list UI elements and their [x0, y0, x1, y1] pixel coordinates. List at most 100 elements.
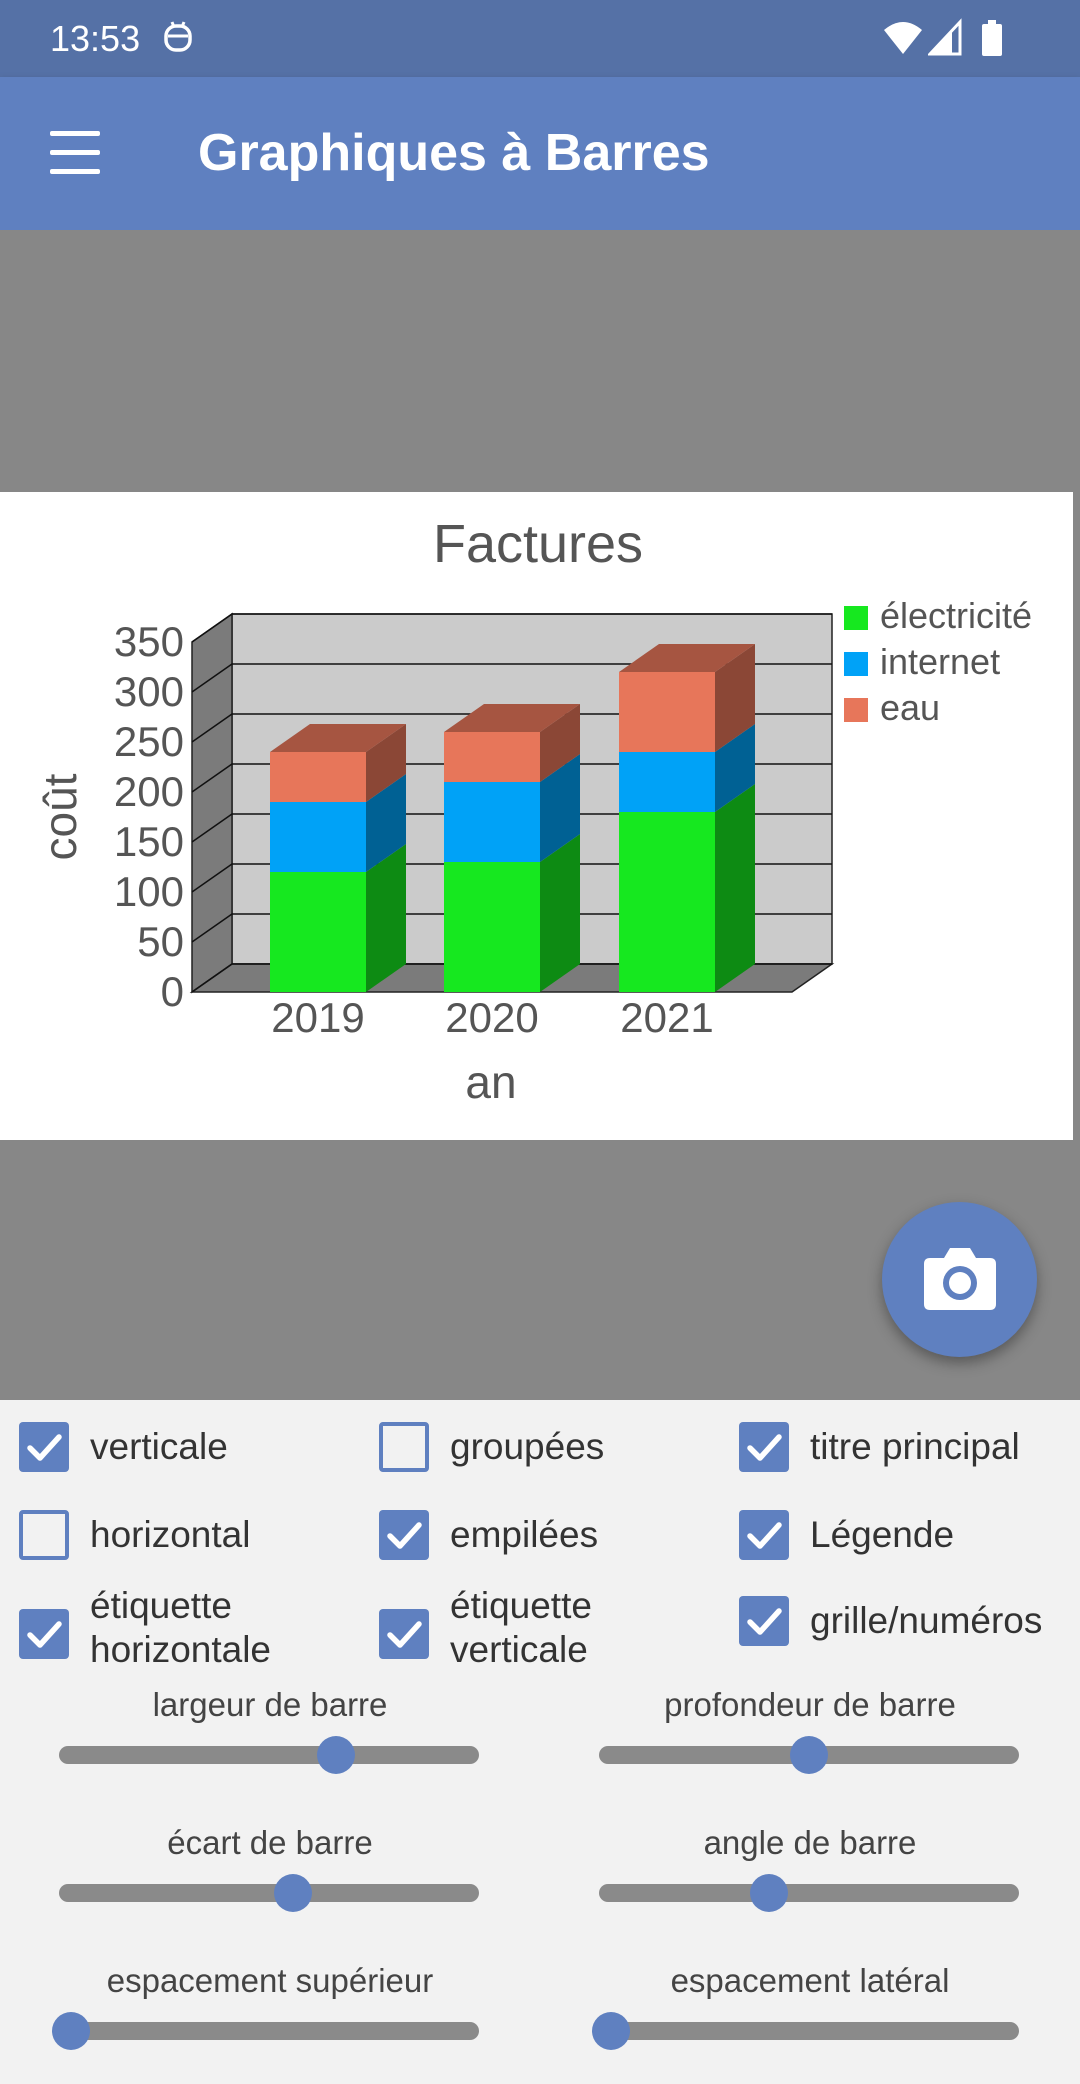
y-tick-label: 300: [114, 668, 184, 715]
checkbox-groupees[interactable]: groupées: [379, 1422, 699, 1478]
checkbox-etiquette-verticale-box[interactable]: [379, 1609, 429, 1659]
slider-thumb[interactable]: [592, 2012, 630, 2050]
slider-angle-label: angle de barre: [703, 1824, 917, 1861]
slider-largeur-label: largeur de barre: [152, 1686, 388, 1723]
checkbox-titre-principal-box[interactable]: [739, 1422, 789, 1472]
checkbox-verticale-box[interactable]: [19, 1422, 69, 1472]
checkbox-grille-numeros[interactable]: grille/numéros: [739, 1596, 1079, 1652]
y-tick-label: 100: [114, 868, 184, 915]
legend-swatch: [844, 652, 868, 676]
checkbox-titre-principal[interactable]: titre principal: [739, 1422, 1069, 1478]
slider-espacement-lateral[interactable]: [592, 2000, 1019, 2060]
checkbox-horizontal-box[interactable]: [19, 1510, 69, 1560]
checkbox-empilees[interactable]: empilées: [379, 1510, 699, 1566]
checkbox-empilees-label: empilées: [450, 1514, 599, 1555]
slider-track[interactable]: [59, 1884, 479, 1902]
checkbox-etiquette-horizontale[interactable]: étiquette horizontale: [19, 1584, 359, 1684]
checkbox-horizontal[interactable]: horizontal: [19, 1510, 339, 1566]
checkbox-groupees-box[interactable]: [379, 1422, 429, 1472]
slider-track[interactable]: [599, 1884, 1019, 1902]
checkbox-verticale[interactable]: verticale: [19, 1422, 339, 1478]
checkbox-etiquette-horizontale-label-line2: horizontale: [90, 1629, 272, 1670]
x-tick-label: 2021: [620, 994, 713, 1041]
slider-track[interactable]: [599, 2022, 1019, 2040]
camera-icon: [924, 1248, 996, 1310]
gridline: [191, 613, 832, 643]
slider-track[interactable]: [59, 1746, 479, 1764]
bar-segment: [270, 802, 366, 872]
status-bar: 13:53: [0, 0, 1080, 77]
slider-angle-de-barre[interactable]: [599, 1862, 1019, 1922]
slider-track[interactable]: [59, 2022, 479, 2040]
screenshot-button[interactable]: [882, 1202, 1037, 1357]
bar-side: [715, 724, 755, 812]
checkbox-groupees-label: groupées: [450, 1426, 605, 1467]
bar-side: [715, 784, 755, 992]
checkbox-empilees-box[interactable]: [379, 1510, 429, 1560]
checkbox-legende-box[interactable]: [739, 1510, 789, 1560]
checkbox-etiquette-verticale-label-line2: verticale: [450, 1629, 588, 1670]
checkbox-etiquette-verticale-label-line1: étiquette: [450, 1585, 592, 1626]
bar-side: [540, 704, 580, 782]
slider-largeur-de-barre[interactable]: [59, 1724, 479, 1784]
y-axis-label: coût: [34, 773, 86, 860]
chart-title: Factures: [433, 514, 643, 574]
bar-top: [444, 704, 580, 732]
legend-swatch: [844, 606, 868, 630]
android-notification-icon: [164, 21, 192, 52]
y-tick-label: 350: [114, 618, 184, 665]
slider-ecart-de-barre[interactable]: [59, 1862, 479, 1922]
slider-thumb[interactable]: [52, 2012, 90, 2050]
checkbox-etiquette-horizontale-label-line1: étiquette: [90, 1585, 232, 1626]
slider-espacement-lateral-label: espacement latéral: [670, 1962, 950, 1999]
bar-segment: [270, 752, 366, 802]
x-tick-label: 2019: [271, 994, 364, 1041]
chart-side-wall: [191, 612, 233, 994]
x-tick-label: 2020: [445, 994, 538, 1041]
bar-top: [619, 644, 755, 672]
bar-segment: [619, 752, 715, 812]
legend-label: internet: [880, 641, 1000, 682]
y-tick-label: 0: [161, 968, 184, 1015]
bar-side: [366, 724, 406, 802]
menu-icon[interactable]: [48, 129, 104, 179]
bar-side: [366, 774, 406, 872]
bar-segment: [444, 862, 540, 992]
slider-thumb[interactable]: [750, 1874, 789, 1912]
checkbox-etiquette-verticale[interactable]: étiquette verticale: [379, 1584, 719, 1684]
bar-side: [540, 834, 580, 992]
slider-espacement-superieur[interactable]: [52, 2000, 479, 2060]
legend-swatch: [844, 698, 868, 722]
legend-label: eau: [880, 687, 940, 728]
y-tick-label: 200: [114, 768, 184, 815]
checkbox-verticale-label: verticale: [90, 1426, 228, 1467]
cellular-signal-icon: [928, 18, 962, 56]
app-title: Graphiques à Barres: [198, 124, 710, 182]
bar-top: [270, 724, 406, 752]
bar-side: [715, 644, 755, 752]
bar-segment: [444, 782, 540, 862]
bar-side: [540, 754, 580, 862]
slider-thumb[interactable]: [790, 1736, 828, 1774]
slider-thumb[interactable]: [273, 1874, 312, 1912]
checkbox-grille-numeros-box[interactable]: [739, 1596, 789, 1646]
legend-label: électricité: [880, 595, 1032, 636]
slider-profondeur-de-barre[interactable]: [599, 1724, 1019, 1784]
slider-thumb[interactable]: [317, 1736, 356, 1774]
chart-card: 0 50 100 150 200 250 300 350 2019 2020 2021 Facture…: [0, 492, 1073, 1140]
y-tick-label: 250: [114, 718, 184, 765]
bar-segment: [270, 872, 366, 992]
bar-segment: [619, 672, 715, 752]
checkbox-etiquette-horizontale-box[interactable]: [19, 1609, 69, 1659]
options-panel: verticale groupées titre principal horiz…: [0, 1400, 1080, 2084]
slider-profondeur-label: profondeur de barre: [664, 1686, 956, 1723]
bar-segment: [444, 732, 540, 782]
y-tick-label: 150: [114, 818, 184, 865]
checkbox-legende-label: Légende: [810, 1514, 955, 1555]
status-time: 13:53: [50, 18, 141, 59]
app-bar: Graphiques à Barres: [0, 77, 1080, 230]
wifi-icon: [884, 22, 922, 54]
x-axis-label: an: [465, 1056, 516, 1108]
checkbox-legende[interactable]: Légende: [739, 1510, 1069, 1566]
